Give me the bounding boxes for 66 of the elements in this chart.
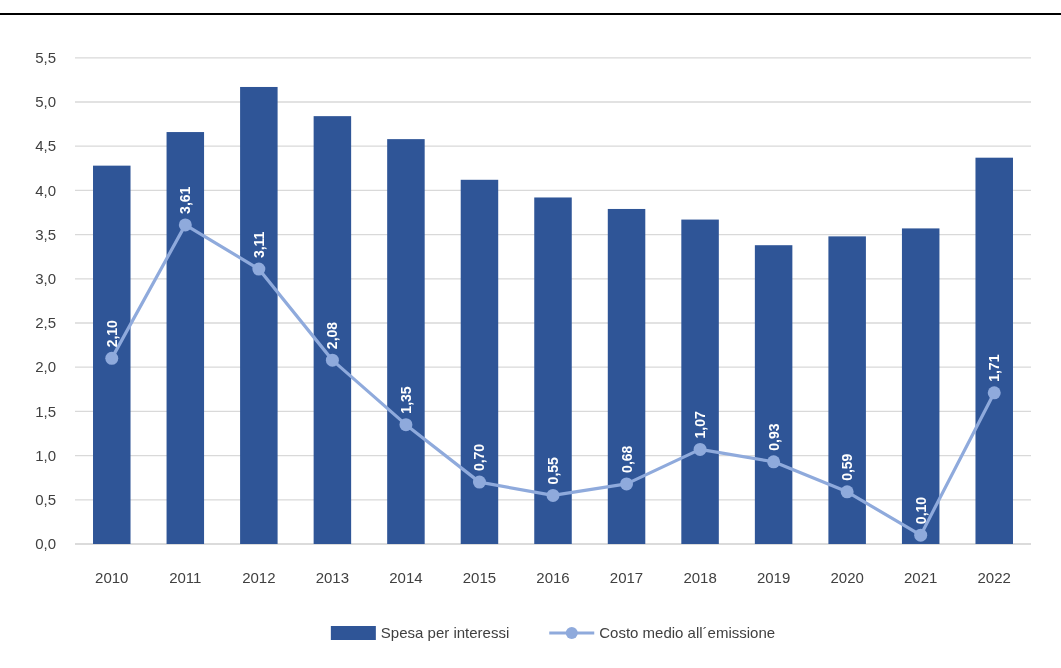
point <box>840 485 854 499</box>
data-label: 1,71 <box>986 354 1003 382</box>
bar <box>166 132 205 544</box>
data-label: 1,35 <box>397 386 414 414</box>
bar <box>975 157 1013 544</box>
bar <box>240 86 278 544</box>
bar <box>681 219 719 544</box>
bar <box>387 139 425 544</box>
x-tick-label: 2010 <box>95 569 129 587</box>
bar <box>93 165 131 544</box>
point <box>767 455 781 469</box>
y-tick-label: 1,5 <box>35 402 56 420</box>
data-label: 1,07 <box>692 410 709 439</box>
x-tick-label: 2013 <box>315 569 350 587</box>
bar <box>534 197 572 544</box>
point <box>325 353 339 367</box>
x-tick-label: 2016 <box>536 569 570 587</box>
point <box>620 477 634 491</box>
point <box>105 351 119 365</box>
y-tick-label: 5,5 <box>35 49 56 67</box>
y-tick-label: 2,0 <box>35 358 56 376</box>
point <box>178 218 192 232</box>
data-label: 0,70 <box>471 443 488 472</box>
bar <box>754 245 793 544</box>
x-tick-label: 2017 <box>609 569 644 587</box>
data-label: 3,11 <box>250 231 267 259</box>
bar <box>828 236 866 544</box>
x-tick-label: 2015 <box>462 569 497 587</box>
y-tick-label: 5,0 <box>35 93 56 111</box>
y-tick-label: 0,0 <box>35 535 56 553</box>
y-tick-label: 0,5 <box>35 491 56 509</box>
x-tick-label: 2020 <box>830 569 864 587</box>
y-tick-label: 4,5 <box>35 137 56 155</box>
data-label: 0,10 <box>912 496 929 525</box>
data-label: 3,61 <box>177 186 194 214</box>
point <box>546 488 560 502</box>
bar <box>313 116 352 544</box>
data-label: 2,08 <box>324 321 341 350</box>
x-tick-label: 2018 <box>683 569 717 587</box>
x-tick-label: 2014 <box>389 569 423 587</box>
x-tick-label: 2022 <box>977 569 1011 587</box>
point <box>252 262 266 276</box>
data-label: 0,55 <box>545 456 561 485</box>
data-label: 0,59 <box>839 453 856 481</box>
legend-label: Costo medio all´emissione <box>599 624 776 642</box>
point <box>472 475 486 489</box>
data-label: 0,68 <box>618 445 635 473</box>
y-tick-label: 1,0 <box>35 446 56 464</box>
bar <box>607 208 646 544</box>
legend-label: Spesa per interessi <box>380 624 510 642</box>
bar <box>460 179 499 544</box>
x-tick-label: 2011 <box>169 569 202 587</box>
bar <box>901 228 940 544</box>
point <box>693 442 707 456</box>
x-tick-label: 2012 <box>242 569 276 587</box>
point <box>914 528 928 542</box>
y-tick-label: 3,0 <box>35 270 56 288</box>
y-tick-label: 3,5 <box>35 225 56 243</box>
x-tick-label: 2019 <box>756 569 791 587</box>
x-tick-label: 2021 <box>904 569 938 587</box>
point <box>987 386 1001 400</box>
y-tick-label: 4,0 <box>35 181 56 199</box>
data-label: 2,10 <box>103 319 120 348</box>
data-label: 0,93 <box>765 423 782 451</box>
point <box>399 418 413 432</box>
y-tick-label: 2,5 <box>35 314 56 332</box>
